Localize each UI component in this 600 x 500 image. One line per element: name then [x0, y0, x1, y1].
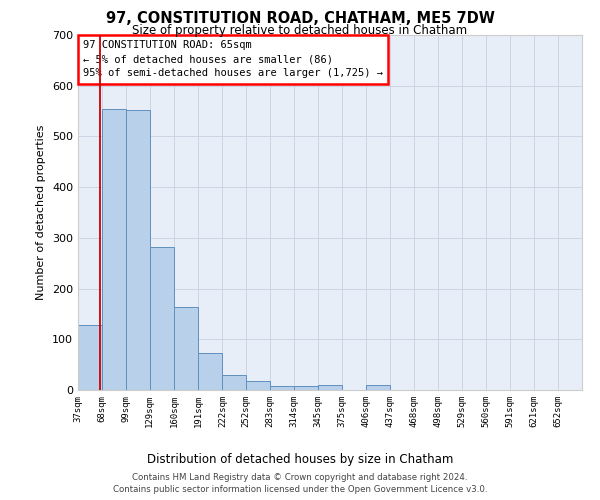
Bar	[246, 381, 270, 390]
Text: Distribution of detached houses by size in Chatham: Distribution of detached houses by size …	[147, 452, 453, 466]
Bar	[150, 247, 174, 390]
Bar	[366, 385, 390, 390]
Text: 97, CONSTITUTION ROAD, CHATHAM, ME5 7DW: 97, CONSTITUTION ROAD, CHATHAM, ME5 7DW	[106, 11, 494, 26]
Bar	[174, 307, 198, 390]
Bar	[270, 386, 294, 390]
Bar	[102, 109, 127, 390]
Y-axis label: Number of detached properties: Number of detached properties	[37, 125, 46, 300]
Bar	[78, 325, 102, 390]
Text: 97 CONSTITUTION ROAD: 65sqm
← 5% of detached houses are smaller (86)
95% of semi: 97 CONSTITUTION ROAD: 65sqm ← 5% of deta…	[83, 40, 383, 78]
Bar	[127, 110, 150, 390]
Bar	[223, 375, 246, 390]
Text: Contains HM Land Registry data © Crown copyright and database right 2024.
Contai: Contains HM Land Registry data © Crown c…	[113, 472, 487, 494]
Bar	[318, 385, 342, 390]
Text: Size of property relative to detached houses in Chatham: Size of property relative to detached ho…	[133, 24, 467, 37]
Bar	[198, 354, 223, 390]
Bar	[294, 386, 318, 390]
